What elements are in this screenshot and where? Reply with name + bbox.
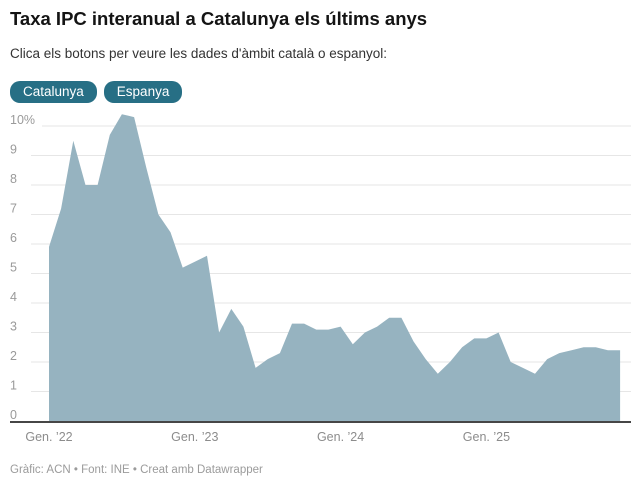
area-chart: 0 1 2 3 4 5 6 7 8 9 10% Gen. ’22 Gen. ’23 Gen. ’24 Gen… bbox=[10, 113, 631, 444]
y-tick-label: 2 bbox=[10, 349, 17, 363]
y-tick-label: 10% bbox=[10, 113, 35, 127]
y-tick-label: 0 bbox=[10, 408, 17, 422]
x-tick-label: Gen. ’25 bbox=[463, 430, 510, 444]
y-tick-label: 4 bbox=[10, 290, 17, 304]
y-tick-label: 1 bbox=[10, 379, 17, 393]
scope-button-group: Catalunya Espanya bbox=[10, 81, 183, 103]
footer-credits: Gràfic: ACN • Font: INE • Creat amb Data… bbox=[10, 464, 263, 476]
x-tick-label: Gen. ’23 bbox=[171, 430, 218, 444]
area-series-catalunya[interactable] bbox=[49, 114, 621, 421]
espanya-button[interactable]: Espanya bbox=[103, 81, 183, 103]
page-title: Taxa IPC interanual a Catalunya els últi… bbox=[10, 8, 428, 29]
y-tick-label: 9 bbox=[10, 143, 17, 157]
y-tick-label: 5 bbox=[10, 261, 17, 275]
x-tick-label: Gen. ’24 bbox=[317, 430, 364, 444]
y-tick-label: 7 bbox=[10, 202, 17, 216]
y-tick-label: 3 bbox=[10, 320, 17, 334]
x-tick-label: Gen. ’22 bbox=[25, 430, 72, 444]
chart-subtitle: Clica els botons per veure les dades d'à… bbox=[10, 46, 388, 61]
y-tick-label: 8 bbox=[10, 172, 17, 186]
y-tick-label: 6 bbox=[10, 231, 17, 245]
catalunya-button[interactable]: Catalunya bbox=[10, 81, 97, 103]
